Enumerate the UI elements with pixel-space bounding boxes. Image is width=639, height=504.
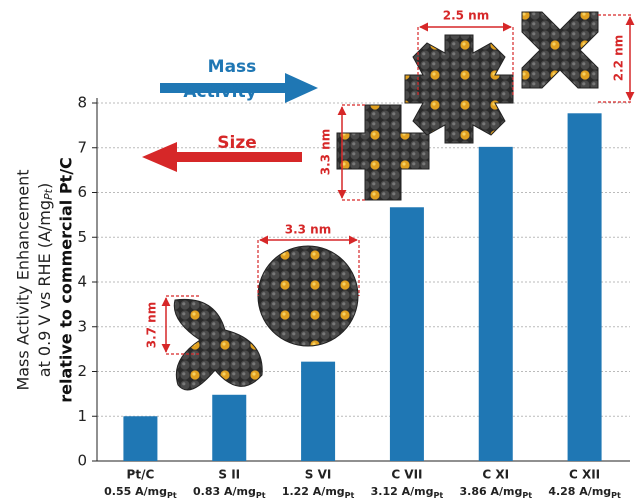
y-label-line2: at 0.9 V vs RHE (A/mgPt) xyxy=(35,183,56,377)
y-tick-label: 0 xyxy=(77,452,87,470)
nanoparticle-cube-xi xyxy=(404,34,514,144)
bar xyxy=(212,394,247,461)
x-tick-label: S II xyxy=(218,468,240,482)
nanoparticle-trefoil xyxy=(173,298,263,391)
bar xyxy=(389,207,424,461)
x-sublabel: 4.28 A/mgPt xyxy=(548,485,621,500)
x-sublabel: 0.55 A/mgPt xyxy=(104,485,177,500)
x-sublabel-sub: Pt xyxy=(433,491,443,500)
y-tick-label: 2 xyxy=(77,362,87,380)
x-sublabel: 3.86 A/mgPt xyxy=(459,485,532,500)
dimension-label: 3.3 nm xyxy=(285,223,331,237)
nanoparticle-cube-xii xyxy=(521,11,599,89)
x-sublabel-text: 1.22 A/mg xyxy=(282,485,345,498)
x-tick-label: C XII xyxy=(569,468,600,482)
y-tick-label: 6 xyxy=(77,183,87,201)
x-sublabel-sub: Pt xyxy=(256,491,266,500)
size-arrow xyxy=(142,142,302,172)
arrow-label: Size xyxy=(217,133,257,153)
y-label-text: at 0.9 V vs RHE (A/mg xyxy=(35,200,54,377)
y-tick-label: 8 xyxy=(77,94,87,112)
bars xyxy=(123,113,602,462)
mass-activity-arrow xyxy=(160,73,318,103)
x-tick-label: C XI xyxy=(482,468,509,482)
y-tick-label: 5 xyxy=(77,228,87,246)
x-sublabel-text: 0.83 A/mg xyxy=(193,485,256,498)
y-tick-label: 3 xyxy=(77,317,87,335)
x-sublabel-sub: Pt xyxy=(345,491,355,500)
dimension-label: 2.5 nm xyxy=(443,9,489,23)
x-tick-label: Pt/C xyxy=(127,468,155,482)
y-label-line3: relative to commercial Pt/C xyxy=(57,157,76,403)
y-tick-label: 7 xyxy=(77,138,87,156)
x-sublabel-sub: Pt xyxy=(611,491,621,500)
dimension-label: 2.2 nm xyxy=(612,35,626,81)
x-sublabel-text: 3.86 A/mg xyxy=(459,485,522,498)
dimension-label: 3.3 nm xyxy=(319,129,333,175)
y-label-tail: ) xyxy=(35,183,54,189)
x-sublabel-text: 4.28 A/mg xyxy=(548,485,611,498)
nanoparticle-cube-vii xyxy=(336,104,430,201)
x-sublabel-text: 0.55 A/mg xyxy=(104,485,167,498)
x-sublabel: 3.12 A/mgPt xyxy=(371,485,444,500)
x-sublabel-sub: Pt xyxy=(167,491,177,500)
y-tick-label: 4 xyxy=(77,273,87,291)
x-sublabel: 1.22 A/mgPt xyxy=(282,485,355,500)
bar xyxy=(301,361,336,461)
arrow-label: Mass xyxy=(208,57,257,77)
nanoparticle-sphere xyxy=(257,245,359,347)
dimension-label: 3.7 nm xyxy=(145,302,159,348)
dimension-markers xyxy=(161,14,635,355)
bar xyxy=(567,113,602,461)
x-sublabel-sub: Pt xyxy=(522,491,532,500)
bar xyxy=(123,416,158,461)
x-tick-label: S VI xyxy=(305,468,332,482)
x-tick-label: C VII xyxy=(391,468,422,482)
y-label-line1: Mass Activity Enhancement xyxy=(14,169,33,390)
arrow-label: Activity xyxy=(183,82,256,102)
x-sublabel-text: 3.12 A/mg xyxy=(371,485,434,498)
y-tick-label: 1 xyxy=(77,407,87,425)
y-label-sub: Pt xyxy=(42,188,55,200)
x-sublabel: 0.83 A/mgPt xyxy=(193,485,266,500)
bar xyxy=(478,146,513,462)
